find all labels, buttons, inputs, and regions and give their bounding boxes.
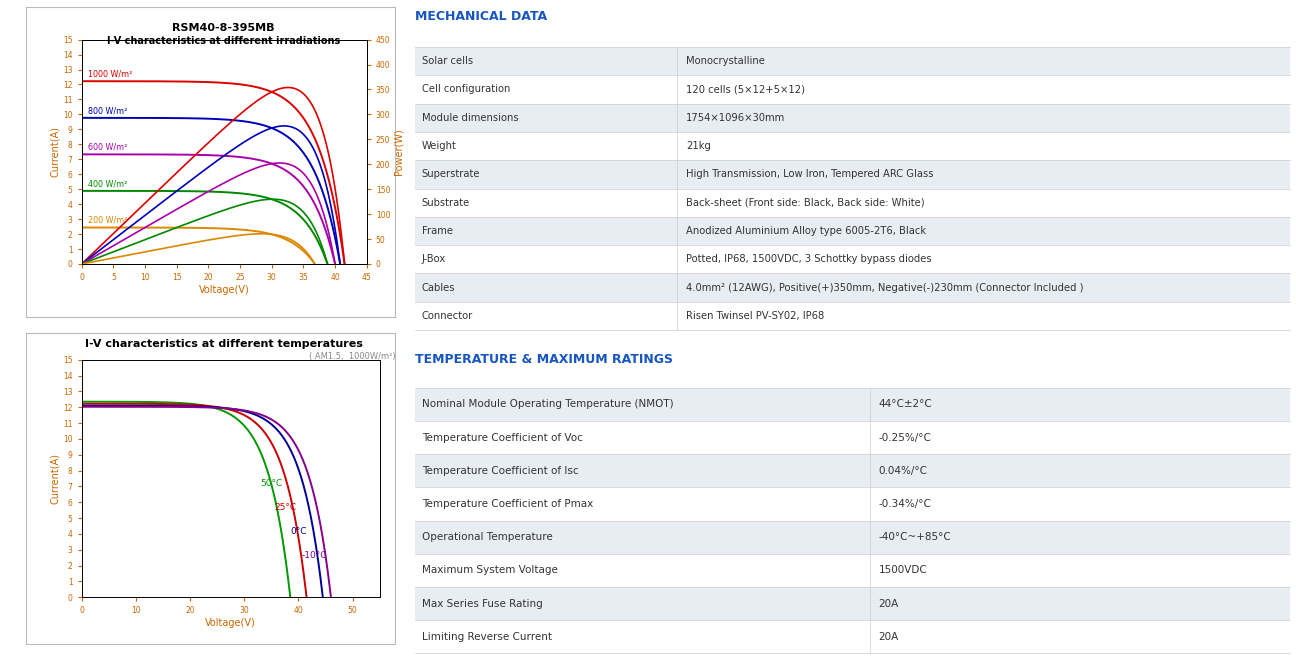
Text: 200 W/m²: 200 W/m² <box>88 216 127 225</box>
Text: 50°C: 50°C <box>260 479 283 488</box>
Text: -0.34%/°C: -0.34%/°C <box>879 499 932 509</box>
Text: 44°C±2°C: 44°C±2°C <box>879 399 932 409</box>
Bar <box>415 132 1290 160</box>
Text: 25°C: 25°C <box>273 503 297 512</box>
Text: Temperature Coefficient of Pmax: Temperature Coefficient of Pmax <box>421 499 594 509</box>
Text: Max Series Fuse Rating: Max Series Fuse Rating <box>421 599 543 609</box>
Text: I-V characteristics at different irradiations: I-V characteristics at different irradia… <box>108 36 340 46</box>
Text: 0°C: 0°C <box>290 527 307 536</box>
Bar <box>415 521 1290 554</box>
Text: -10°C: -10°C <box>301 550 327 560</box>
X-axis label: Voltage(V): Voltage(V) <box>198 285 250 295</box>
Text: RSM40-8-395MB: RSM40-8-395MB <box>172 23 275 33</box>
Text: Monocrystalline: Monocrystalline <box>686 56 765 66</box>
Text: Frame: Frame <box>421 226 452 236</box>
Text: Weight: Weight <box>421 141 456 151</box>
Text: 1754×1096×30mm: 1754×1096×30mm <box>686 113 785 123</box>
Text: Temperature Coefficient of Isc: Temperature Coefficient of Isc <box>421 466 578 476</box>
Text: TEMPERATURE & MAXIMUM RATINGS: TEMPERATURE & MAXIMUM RATINGS <box>415 353 673 366</box>
Text: 120 cells (5×12+5×12): 120 cells (5×12+5×12) <box>686 84 805 94</box>
Bar <box>415 189 1290 216</box>
Text: Limiting Reverse Current: Limiting Reverse Current <box>421 632 552 642</box>
Text: 4.0mm² (12AWG), Positive(+)350mm, Negative(-)230mm (Connector Included ): 4.0mm² (12AWG), Positive(+)350mm, Negati… <box>686 282 1083 292</box>
Text: 20A: 20A <box>879 632 898 642</box>
Text: 1500VDC: 1500VDC <box>879 566 927 576</box>
Text: Connector: Connector <box>421 311 473 321</box>
Text: Superstrate: Superstrate <box>421 170 481 180</box>
Text: 600 W/m²: 600 W/m² <box>88 143 127 152</box>
Bar <box>415 454 1290 487</box>
Text: ( AM1.5,  1000W/m²): ( AM1.5, 1000W/m²) <box>308 352 395 361</box>
Text: J-Box: J-Box <box>421 254 446 264</box>
Bar <box>415 487 1290 521</box>
Text: Anodized Aluminium Alloy type 6005-2T6, Black: Anodized Aluminium Alloy type 6005-2T6, … <box>686 226 927 236</box>
Text: Nominal Module Operating Temperature (NMOT): Nominal Module Operating Temperature (NM… <box>421 399 674 409</box>
Text: Potted, IP68, 1500VDC, 3 Schottky bypass diodes: Potted, IP68, 1500VDC, 3 Schottky bypass… <box>686 254 932 264</box>
Text: -40°C~+85°C: -40°C~+85°C <box>879 532 951 542</box>
Bar <box>415 104 1290 132</box>
Bar <box>415 47 1290 75</box>
Bar <box>415 587 1290 620</box>
Text: Back-sheet (Front side: Black, Back side: White): Back-sheet (Front side: Black, Back side… <box>686 197 924 208</box>
Text: Cell configuration: Cell configuration <box>421 84 511 94</box>
Bar <box>415 388 1290 421</box>
Text: MECHANICAL DATA: MECHANICAL DATA <box>415 10 547 23</box>
Bar <box>415 245 1290 273</box>
Bar <box>415 273 1290 302</box>
Text: Temperature Coefficient of Voc: Temperature Coefficient of Voc <box>421 432 583 443</box>
Text: 400 W/m²: 400 W/m² <box>88 179 127 188</box>
Text: 1000 W/m²: 1000 W/m² <box>88 69 132 79</box>
Bar <box>415 160 1290 189</box>
Text: Solar cells: Solar cells <box>421 56 473 66</box>
Y-axis label: Current(A): Current(A) <box>51 126 60 178</box>
Y-axis label: Current(A): Current(A) <box>51 453 60 504</box>
Bar <box>415 75 1290 104</box>
Bar <box>415 554 1290 587</box>
Bar <box>415 302 1290 330</box>
Text: Operational Temperature: Operational Temperature <box>421 532 552 542</box>
Bar <box>415 620 1290 653</box>
Text: Maximum System Voltage: Maximum System Voltage <box>421 566 557 576</box>
Text: Module dimensions: Module dimensions <box>421 113 518 123</box>
Text: 800 W/m²: 800 W/m² <box>88 106 127 115</box>
Text: Substrate: Substrate <box>421 197 470 208</box>
Text: -0.25%/°C: -0.25%/°C <box>879 432 932 443</box>
Bar <box>415 421 1290 454</box>
Text: Cables: Cables <box>421 282 455 292</box>
Bar <box>415 216 1290 245</box>
Text: High Transmission, Low Iron, Tempered ARC Glass: High Transmission, Low Iron, Tempered AR… <box>686 170 933 180</box>
Y-axis label: Power(W): Power(W) <box>393 129 403 175</box>
X-axis label: Voltage(V): Voltage(V) <box>205 618 257 628</box>
Text: Risen Twinsel PV-SY02, IP68: Risen Twinsel PV-SY02, IP68 <box>686 311 824 321</box>
Text: 21kg: 21kg <box>686 141 710 151</box>
Text: I-V characteristics at different temperatures: I-V characteristics at different tempera… <box>84 339 363 348</box>
Text: 0.04%/°C: 0.04%/°C <box>879 466 928 476</box>
Text: 20A: 20A <box>879 599 898 609</box>
